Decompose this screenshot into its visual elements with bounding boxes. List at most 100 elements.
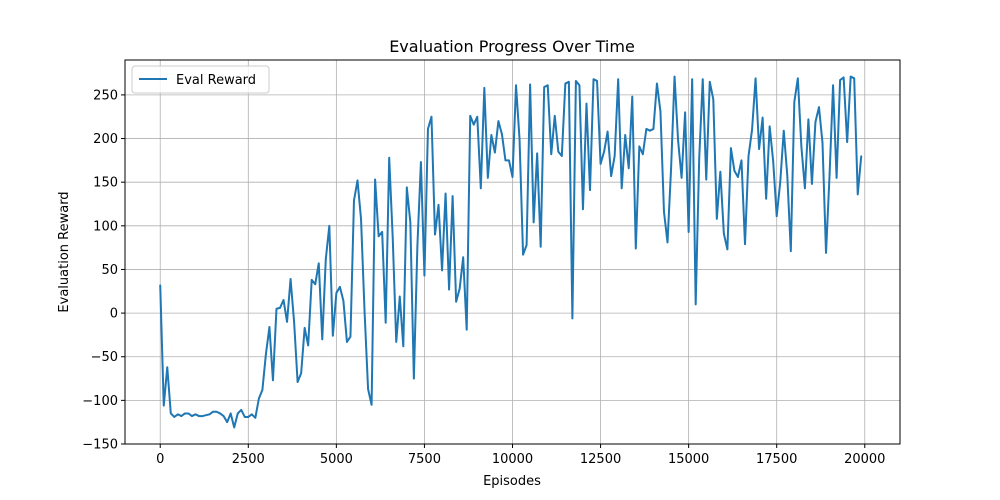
y-tick-label: −50 xyxy=(91,350,118,365)
data-point xyxy=(532,221,535,224)
chart-title: Evaluation Progress Over Time xyxy=(389,37,635,56)
data-point xyxy=(363,310,366,313)
data-point xyxy=(708,81,711,83)
data-point xyxy=(606,130,609,133)
legend: Eval Reward xyxy=(131,65,270,94)
data-point xyxy=(198,415,200,417)
data-point xyxy=(307,344,309,347)
data-point xyxy=(561,155,563,157)
data-point xyxy=(356,179,359,182)
data-point xyxy=(511,176,514,178)
data-point xyxy=(860,155,863,157)
data-point xyxy=(339,286,341,288)
data-point xyxy=(797,77,799,80)
data-point xyxy=(384,321,387,324)
data-point xyxy=(733,170,736,172)
data-point xyxy=(437,204,440,206)
data-point xyxy=(391,237,394,239)
data-point xyxy=(251,413,253,416)
data-point xyxy=(159,284,162,286)
data-point xyxy=(420,161,422,163)
x-tick-label: 2500 xyxy=(232,452,265,467)
y-tick-label: 0 xyxy=(110,307,118,322)
data-point xyxy=(592,78,595,80)
data-point xyxy=(194,413,197,416)
data-point xyxy=(754,77,757,80)
data-point xyxy=(458,287,461,290)
data-point xyxy=(768,125,771,128)
y-tick-label: −150 xyxy=(82,438,118,453)
data-point xyxy=(476,115,479,118)
data-point xyxy=(349,335,352,338)
data-point xyxy=(441,269,443,272)
data-point xyxy=(184,412,186,415)
data-point xyxy=(388,156,391,159)
data-point xyxy=(215,410,218,413)
data-point xyxy=(448,288,450,291)
data-point xyxy=(261,389,264,391)
data-point xyxy=(332,334,334,337)
data-point xyxy=(804,187,806,190)
data-point xyxy=(782,129,785,132)
data-point xyxy=(832,84,834,87)
data-point xyxy=(370,403,373,406)
data-point xyxy=(659,110,662,113)
x-tick-label: 12500 xyxy=(580,452,621,467)
data-point xyxy=(229,412,232,415)
data-point xyxy=(740,159,743,162)
data-point xyxy=(212,410,214,413)
x-tick-label: 0 xyxy=(156,452,164,467)
data-point xyxy=(825,252,827,254)
data-point xyxy=(557,150,560,153)
data-point xyxy=(687,231,690,233)
data-point xyxy=(279,307,281,309)
data-point xyxy=(663,211,665,213)
data-point xyxy=(462,256,464,259)
data-point xyxy=(691,78,693,80)
data-point xyxy=(737,176,739,178)
y-axis-label: Evaluation Reward xyxy=(57,191,72,312)
data-point xyxy=(853,77,855,80)
data-point xyxy=(201,415,204,417)
data-point xyxy=(409,221,412,224)
data-point xyxy=(173,416,176,418)
data-point xyxy=(236,412,239,415)
y-tick-label: 200 xyxy=(93,132,118,147)
data-point xyxy=(469,115,472,117)
y-tick-label: 150 xyxy=(93,176,118,191)
data-point xyxy=(814,121,817,123)
data-point xyxy=(367,388,369,390)
data-point xyxy=(828,174,831,176)
data-point xyxy=(800,145,803,148)
data-point xyxy=(550,153,553,156)
data-point xyxy=(599,163,602,165)
data-point xyxy=(656,82,658,85)
data-point xyxy=(219,412,221,415)
data-point xyxy=(617,78,619,80)
data-point xyxy=(243,416,246,418)
data-point xyxy=(811,183,813,185)
data-point xyxy=(730,147,732,149)
data-point xyxy=(434,233,436,236)
data-point xyxy=(377,235,380,238)
data-point xyxy=(525,244,528,246)
y-tick-label: 50 xyxy=(101,263,118,278)
data-point xyxy=(191,415,193,417)
data-point xyxy=(398,295,401,298)
data-point xyxy=(589,189,591,191)
data-point xyxy=(402,345,405,348)
data-point xyxy=(272,379,274,382)
data-point xyxy=(578,84,581,87)
data-point xyxy=(543,86,545,88)
data-point xyxy=(786,174,789,176)
data-point xyxy=(712,98,715,101)
data-point xyxy=(381,231,383,233)
data-point xyxy=(508,159,510,162)
x-tick-label: 5000 xyxy=(320,452,353,467)
data-point xyxy=(620,187,623,190)
data-point xyxy=(522,253,524,256)
data-point xyxy=(222,415,225,417)
data-point xyxy=(490,134,493,136)
data-point xyxy=(670,169,672,171)
